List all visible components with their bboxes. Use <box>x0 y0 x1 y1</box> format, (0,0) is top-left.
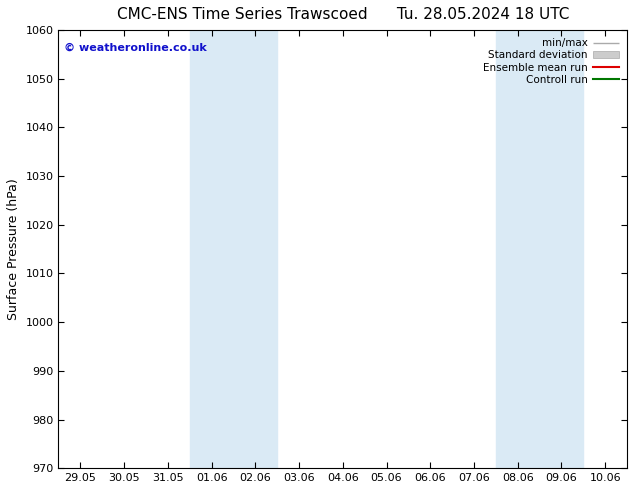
Title: CMC-ENS Time Series Trawscoed      Tu. 28.05.2024 18 UTC: CMC-ENS Time Series Trawscoed Tu. 28.05.… <box>117 7 569 22</box>
Bar <box>190 30 277 468</box>
Legend: min/max, Standard deviation, Ensemble mean run, Controll run: min/max, Standard deviation, Ensemble me… <box>479 35 622 88</box>
Bar <box>496 30 583 468</box>
Text: © weatheronline.co.uk: © weatheronline.co.uk <box>64 43 207 53</box>
Y-axis label: Surface Pressure (hPa): Surface Pressure (hPa) <box>7 178 20 320</box>
